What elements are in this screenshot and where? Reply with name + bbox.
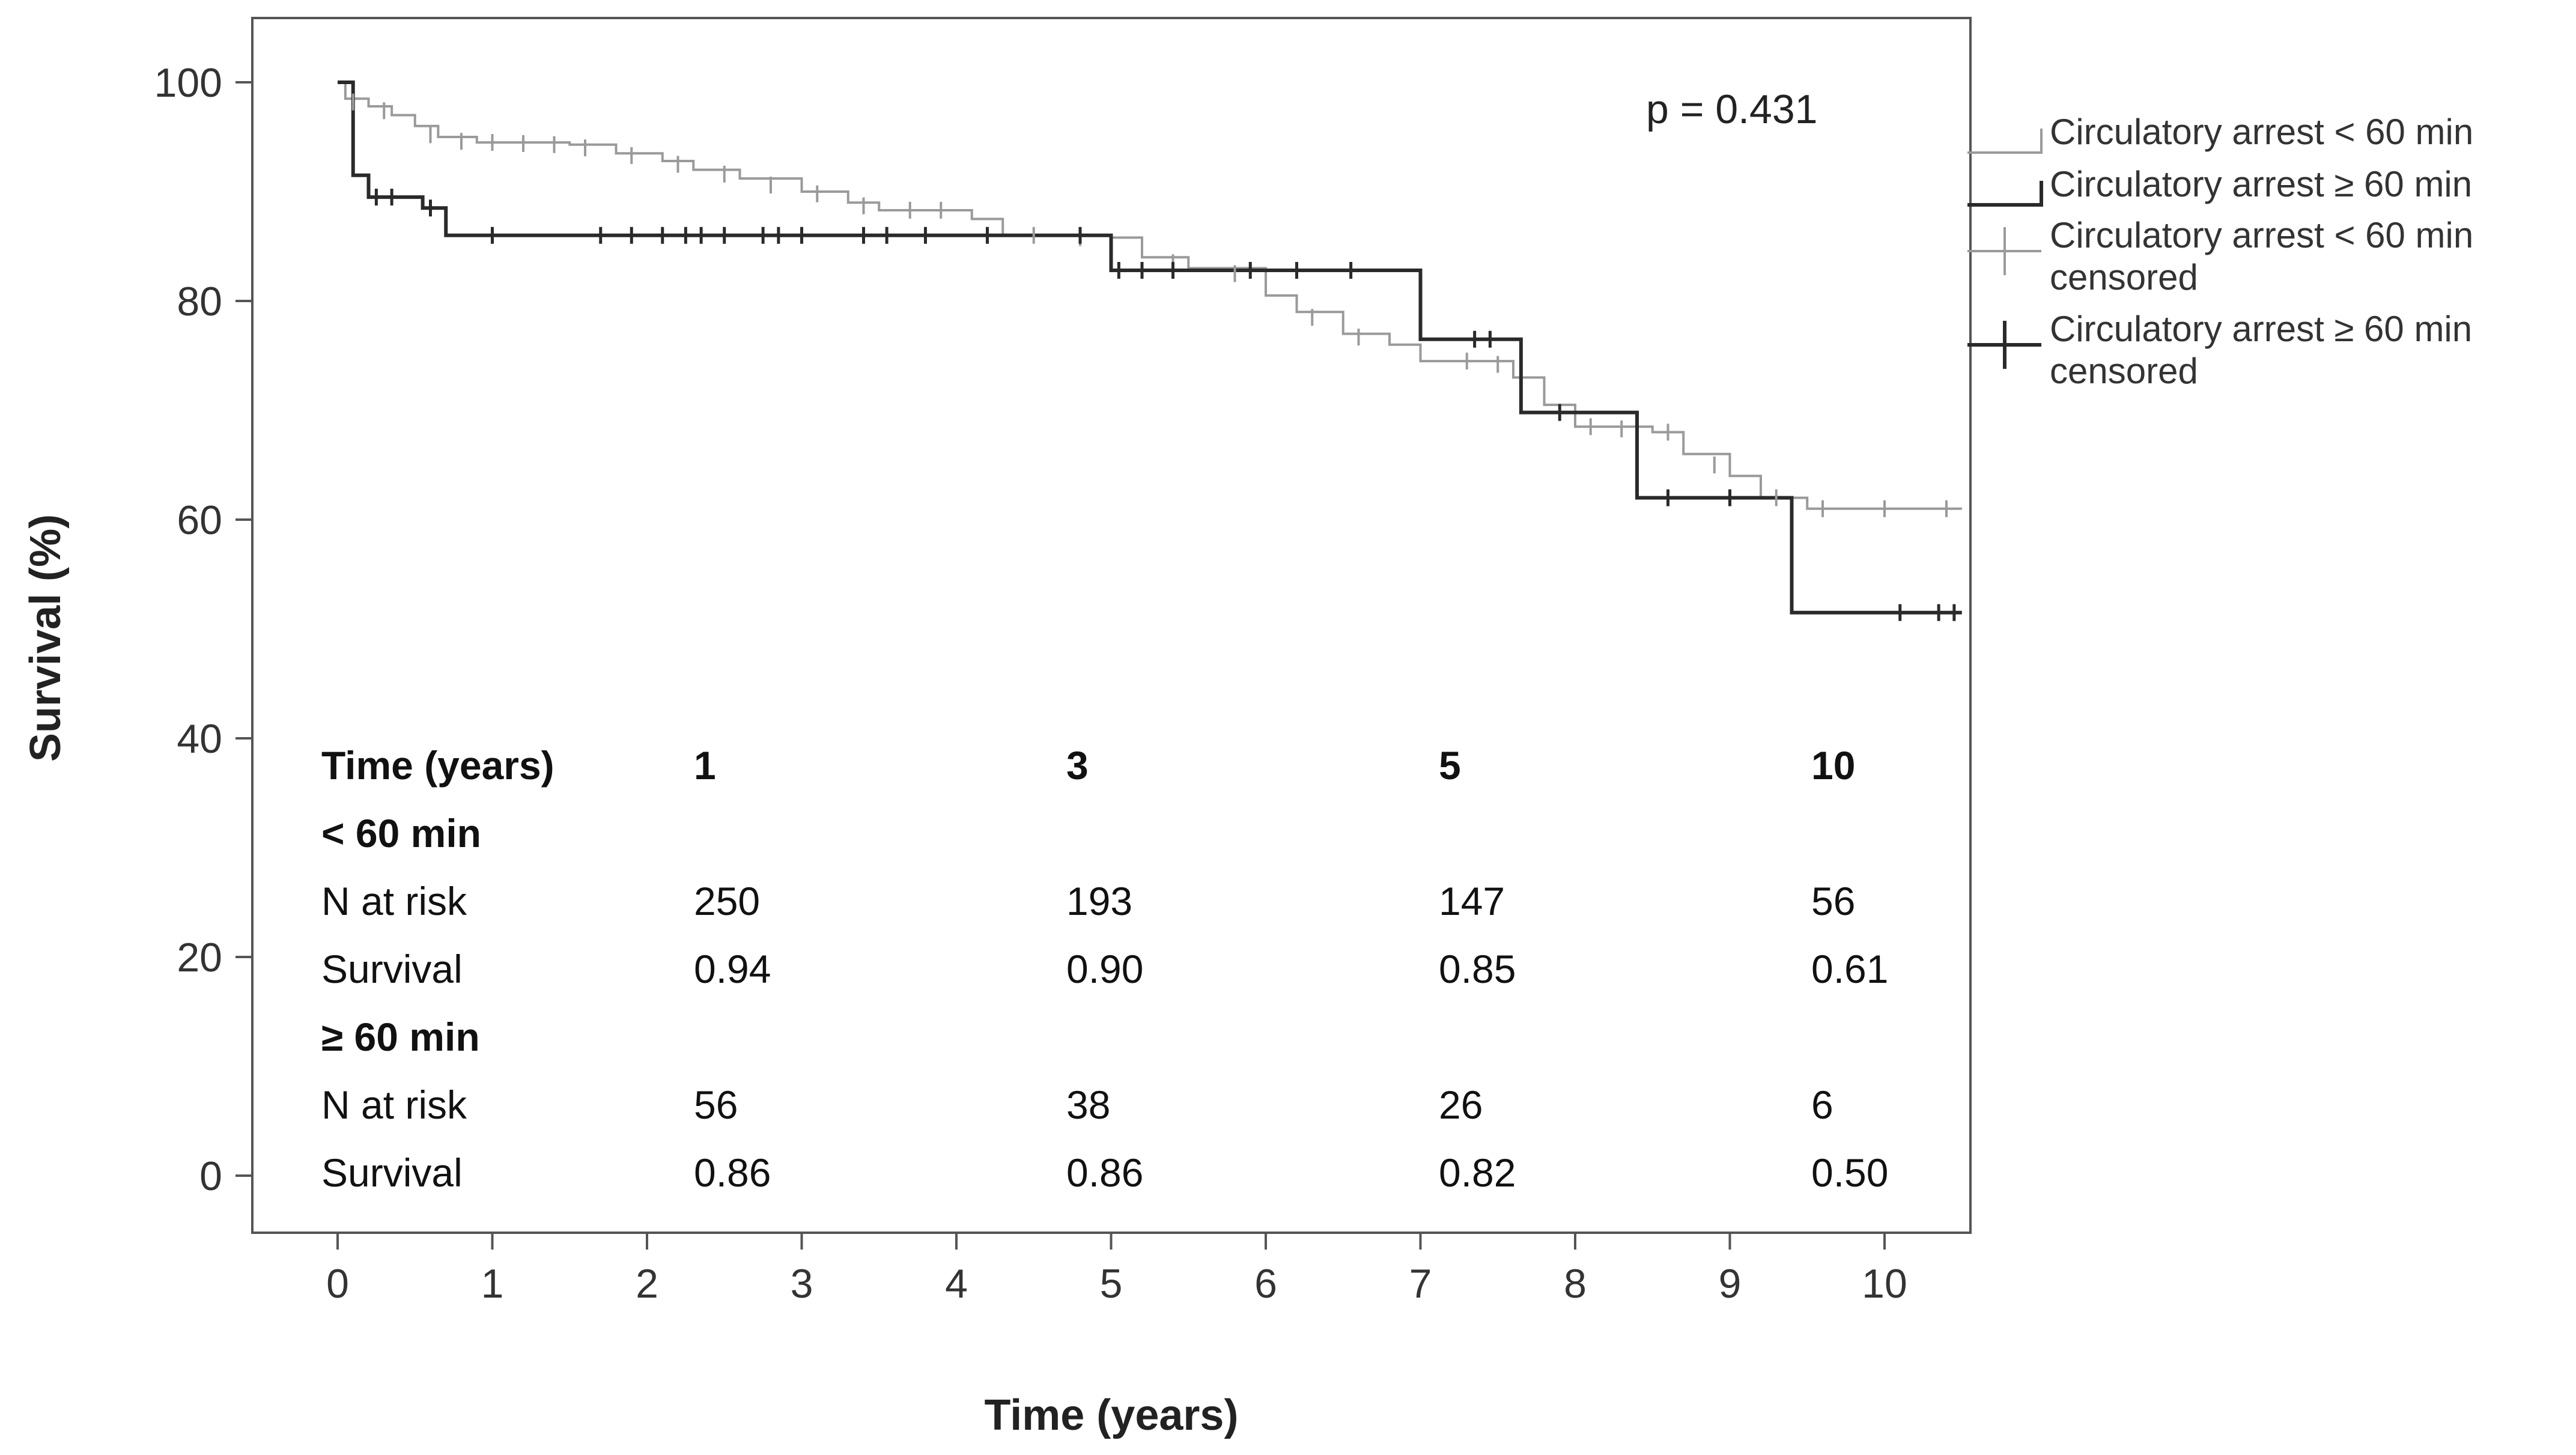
x-tick-label: 2 (636, 1261, 658, 1307)
risk-n-value: 193 (1066, 879, 1132, 923)
risk-survival-value: 0.86 (694, 1150, 771, 1195)
risk-n-value: 38 (1066, 1083, 1110, 1127)
y-tick-label: 100 (154, 60, 222, 106)
risk-table: Time (years) 1 3 5 10 < 60 min N at risk… (321, 743, 1888, 1195)
legend-label: Circulatory arrest ≥ 60 min (2050, 164, 2472, 204)
p-value-annotation: p = 0.431 (1646, 87, 1817, 132)
x-axis: 0 1 2 3 4 5 6 7 8 9 10 (326, 1233, 1907, 1307)
risk-n-value: 147 (1439, 879, 1505, 923)
survival-curves (338, 80, 1962, 615)
risk-survival-value: 0.82 (1439, 1150, 1516, 1195)
y-tick-label: 60 (177, 497, 222, 543)
risk-n-value: 56 (1811, 879, 1855, 923)
x-tick-label: 6 (1254, 1261, 1277, 1307)
legend-line-swatch (1967, 181, 2043, 207)
risk-survival-value: 0.85 (1439, 947, 1516, 991)
y-tick-label: 40 (177, 716, 222, 762)
x-tick-label: 1 (481, 1261, 504, 1307)
risk-header-label: Time (years) (321, 743, 554, 788)
x-tick-label: 3 (791, 1261, 813, 1307)
legend-label: Circulatory arrest < 60 min (2050, 112, 2473, 152)
risk-time-10: 10 (1811, 743, 1855, 788)
x-tick-label: 10 (1862, 1261, 1907, 1307)
x-tick-label: 0 (326, 1261, 349, 1307)
y-axis-title: Survival (%) (22, 514, 70, 762)
x-tick-label: 4 (945, 1261, 968, 1307)
x-tick-label: 7 (1409, 1261, 1432, 1307)
plot-frame (251, 17, 1972, 1234)
risk-survival-label: Survival (321, 947, 463, 991)
censor-marks (351, 93, 1956, 621)
risk-n-value: 250 (694, 879, 760, 923)
legend: Circulatory arrest < 60 min Circulatory a… (1967, 112, 2473, 391)
series-line-0 (338, 81, 1962, 510)
risk-survival-value: 0.94 (694, 947, 771, 991)
risk-group-label: ≥ 60 min (321, 1015, 480, 1059)
y-axis: 0 20 40 60 80 100 (154, 60, 252, 1199)
x-tick-label: 9 (1719, 1261, 1742, 1307)
y-tick-label: 20 (177, 935, 222, 980)
legend-line-swatch (1967, 129, 2043, 154)
risk-survival-value: 0.90 (1066, 947, 1143, 991)
risk-n-label: N at risk (321, 879, 467, 923)
risk-survival-value: 0.61 (1811, 947, 1888, 991)
legend-label: Circulatory arrest < 60 min censored (2050, 215, 2473, 297)
risk-group-label: < 60 min (321, 811, 481, 855)
risk-survival-value: 0.50 (1811, 1150, 1888, 1195)
y-tick-label: 0 (199, 1153, 222, 1199)
risk-time-5: 5 (1439, 743, 1461, 788)
risk-n-label: N at risk (321, 1083, 467, 1127)
x-tick-label: 5 (1100, 1261, 1123, 1307)
risk-n-value: 6 (1811, 1083, 1833, 1127)
x-tick-label: 8 (1564, 1261, 1587, 1307)
series-line-1 (338, 80, 1962, 615)
risk-time-3: 3 (1066, 743, 1089, 788)
y-tick-label: 80 (177, 279, 222, 324)
risk-n-value: 56 (694, 1083, 738, 1127)
risk-time-1: 1 (694, 743, 716, 788)
risk-n-value: 26 (1439, 1083, 1483, 1127)
risk-survival-value: 0.86 (1066, 1150, 1143, 1195)
risk-survival-label: Survival (321, 1150, 463, 1195)
x-axis-title: Time (years) (985, 1391, 1239, 1439)
legend-label: Circulatory arrest ≥ 60 min censored (2050, 309, 2472, 391)
